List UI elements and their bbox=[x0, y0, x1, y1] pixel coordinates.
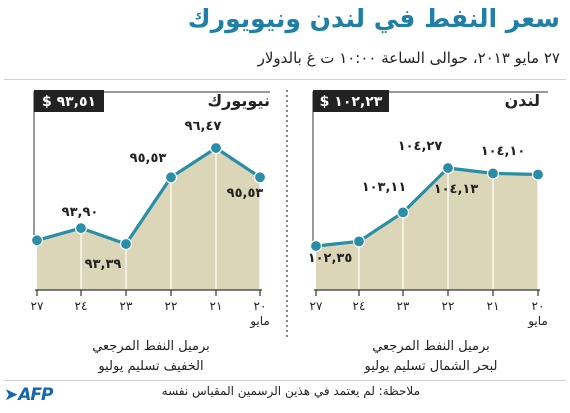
footer-note: ملاحظة: لم يعتمد في هذين الرسمين المقياس… bbox=[161, 384, 420, 398]
x-tick-label-london: ٢٤ bbox=[353, 299, 366, 313]
x-tick-label-newyork: ٢١ bbox=[210, 299, 223, 313]
data-label-london: ١٠٤,١٣ bbox=[434, 182, 479, 197]
x-tick-label-london: ٢١ bbox=[487, 299, 500, 313]
panel-label-london: لندن bbox=[505, 91, 540, 110]
x-tick-label-newyork: ٢٧ bbox=[31, 299, 44, 313]
data-point-london bbox=[486, 167, 500, 180]
afp-arrow-icon: ➤ bbox=[4, 385, 18, 405]
x-tick-label-london: ٢٧ bbox=[310, 299, 323, 313]
area-fill-newyork bbox=[37, 148, 260, 290]
x-tick-label-newyork: ٢٣ bbox=[120, 299, 133, 313]
panel-label-newyork: نيويورك bbox=[208, 91, 270, 110]
data-point-london bbox=[352, 235, 366, 248]
data-point-london bbox=[531, 168, 545, 181]
month-label-london: مايو bbox=[527, 314, 548, 329]
x-tick-label-newyork: ٢٠ bbox=[254, 299, 267, 313]
caption-newyork-line2: الخفيف تسليم يوليو bbox=[98, 359, 204, 374]
page-subtitle: ٢٧ مايو ٢٠١٣، حوالى الساعة ١٠:٠٠ ت غ بال… bbox=[257, 49, 560, 67]
caption-london-line2: لبحر الشمال تسليم يوليو bbox=[364, 359, 498, 374]
series-line-london bbox=[315, 166, 539, 248]
data-point-newyork bbox=[164, 171, 178, 184]
afp-logo: ➤AFP bbox=[4, 385, 53, 405]
page-title: سعر النفط في لندن ونيويورك bbox=[187, 4, 560, 33]
data-label-london: ١٠٤,١٠ bbox=[481, 144, 526, 159]
data-point-london bbox=[396, 206, 410, 219]
x-tick-label-newyork: ٢٤ bbox=[75, 299, 88, 313]
data-point-newyork bbox=[253, 171, 267, 184]
current-price-box-newyork bbox=[34, 90, 104, 112]
afp-logo-text: AFP bbox=[18, 385, 53, 405]
current-price-london: $ ١٠٢,٢٣ bbox=[320, 94, 383, 110]
data-label-newyork: ٩٣,٣٩ bbox=[85, 257, 122, 272]
data-label-newyork: ٩٥,٥٣ bbox=[227, 186, 264, 201]
current-price-box-london bbox=[313, 90, 389, 112]
data-point-newyork bbox=[209, 141, 223, 155]
bottom-divider bbox=[4, 380, 566, 381]
caption-london-line1: برميل النفط المرجعي bbox=[372, 339, 490, 354]
data-label-london: ١٠٢,٣٥ bbox=[308, 251, 353, 266]
data-label-london: ١٠٣,١١ bbox=[362, 180, 407, 195]
data-label-newyork: ٩٦,٤٧ bbox=[185, 119, 222, 134]
x-tick-label-london: ٢٣ bbox=[397, 299, 410, 313]
area-fill-london bbox=[316, 168, 538, 290]
series-line-newyork bbox=[36, 146, 261, 246]
month-label-newyork: مايو bbox=[249, 314, 270, 329]
current-price-newyork: $ ٩٣,٥١ bbox=[42, 94, 96, 110]
top-divider bbox=[4, 79, 566, 80]
data-point-newyork bbox=[30, 234, 44, 247]
data-point-newyork bbox=[119, 237, 133, 251]
caption-newyork-line1: برميل النفط المرجعي bbox=[92, 339, 210, 354]
x-tick-label-newyork: ٢٢ bbox=[165, 299, 178, 313]
data-label-newyork: ٩٥,٥٣ bbox=[130, 151, 167, 166]
data-label-newyork: ٩٣,٩٠ bbox=[62, 205, 99, 220]
data-point-london bbox=[441, 161, 455, 175]
x-tick-label-london: ٢٠ bbox=[532, 299, 545, 313]
data-point-london bbox=[309, 239, 323, 253]
data-label-london: ١٠٤,٢٧ bbox=[398, 139, 443, 154]
x-tick-label-london: ٢٢ bbox=[442, 299, 455, 313]
data-point-newyork bbox=[74, 222, 88, 235]
